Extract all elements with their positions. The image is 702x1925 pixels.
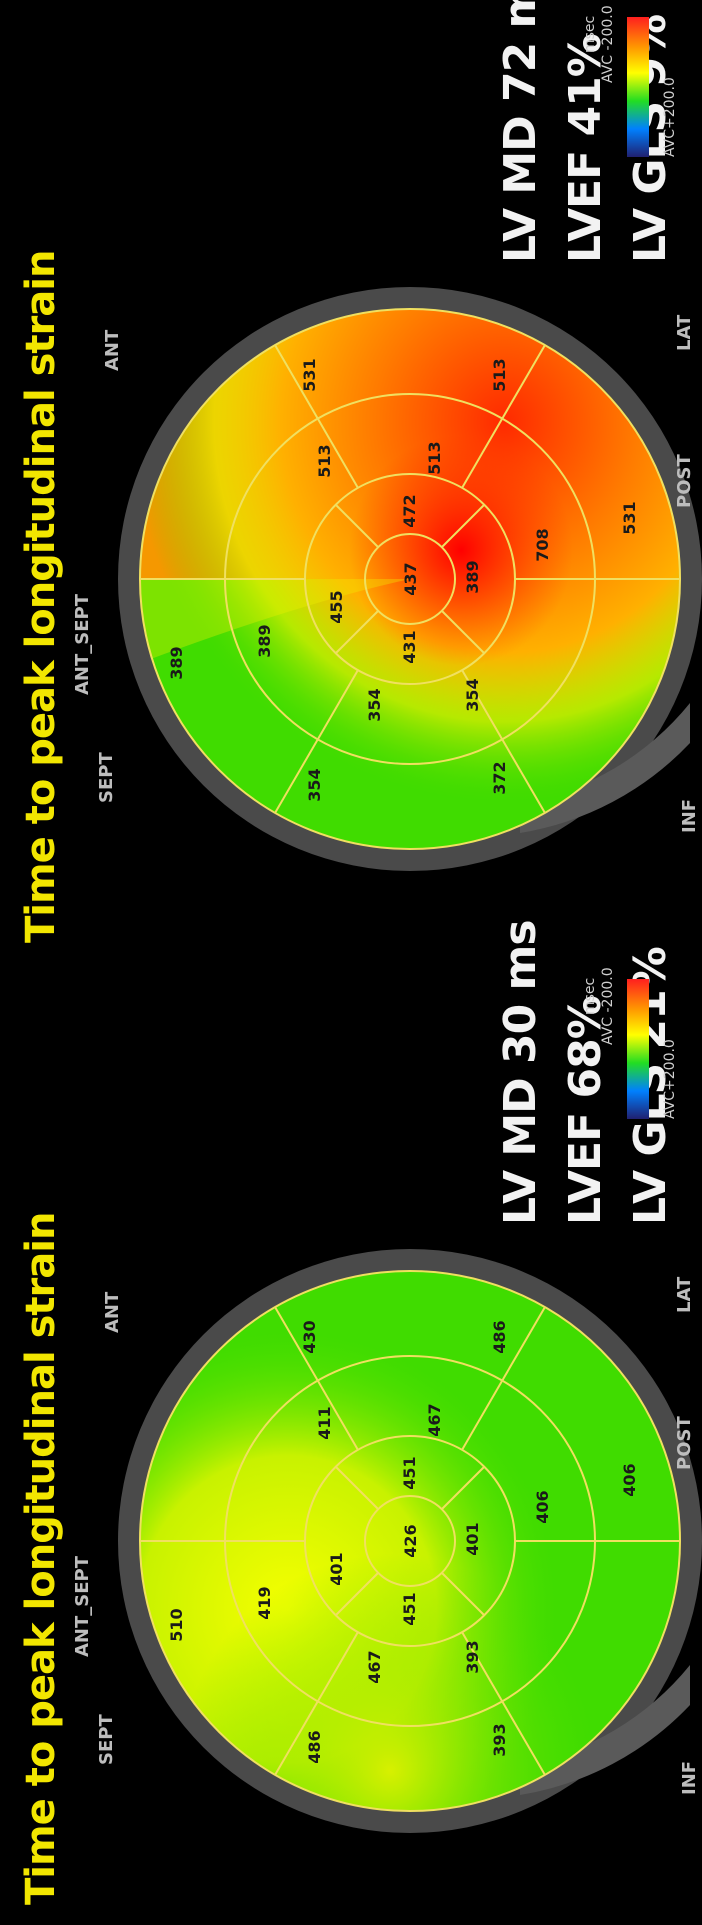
segment-dividers bbox=[140, 344, 680, 814]
segment-value: 531 bbox=[620, 501, 639, 534]
segment-value-apex: 426 bbox=[401, 1524, 420, 1557]
segment-value: 393 bbox=[463, 1640, 482, 1673]
colorbar bbox=[627, 979, 649, 1119]
colorbar-bottom-label: AVC -200.0 bbox=[600, 967, 616, 1045]
segment-value: 451 bbox=[400, 1592, 419, 1625]
wall-label-post: POST bbox=[674, 454, 695, 508]
segment-dividers bbox=[140, 1306, 680, 1776]
wall-label-ant: ANT bbox=[102, 329, 123, 371]
bullseye-plot: SEPT ANT_SEPT ANT INF POST LAT 389 354 3… bbox=[72, 287, 702, 871]
segment-value: 401 bbox=[463, 1522, 482, 1555]
metric-md: LV MD 30 ms bbox=[495, 920, 546, 1225]
segment-value: 531 bbox=[300, 358, 319, 391]
wall-label-post: POST bbox=[674, 1416, 695, 1470]
bullseye-panel-left: Time to peak longitudinal strain bbox=[0, 920, 702, 1925]
wall-label-lat: LAT bbox=[674, 1276, 695, 1313]
segment-value-apex: 437 bbox=[401, 562, 420, 595]
segment-value: 406 bbox=[533, 1490, 552, 1523]
bullseye-panel-right: Time to peak longitudinal strain bbox=[0, 0, 702, 963]
wall-label-ant-sept: ANT_SEPT bbox=[72, 593, 93, 695]
segment-value: 455 bbox=[327, 590, 346, 623]
segment-value: 467 bbox=[425, 1403, 444, 1436]
colorbar-bottom-label: AVC -200.0 bbox=[600, 5, 616, 83]
segment-value: 419 bbox=[255, 1586, 274, 1619]
segment-value: 513 bbox=[490, 358, 509, 391]
wall-label-ant: ANT bbox=[102, 1291, 123, 1333]
wall-label-lat: LAT bbox=[674, 314, 695, 351]
segment-value: 451 bbox=[400, 1456, 419, 1489]
segment-value: 354 bbox=[305, 768, 324, 801]
segment-value: 486 bbox=[490, 1320, 509, 1353]
segment-value: 389 bbox=[167, 646, 186, 679]
segment-value: 513 bbox=[315, 444, 334, 477]
colorbar-top-label: AVC+200.0 bbox=[662, 77, 678, 157]
colorbar-unit: msec bbox=[582, 977, 598, 1015]
segment-value: 411 bbox=[315, 1406, 334, 1439]
colorbar bbox=[627, 17, 649, 157]
wall-label-sept: SEPT bbox=[96, 752, 117, 803]
segment-value: 401 bbox=[327, 1552, 346, 1585]
segment-value: 513 bbox=[425, 441, 444, 474]
segment-value: 510 bbox=[167, 1608, 186, 1641]
segment-value: 708 bbox=[533, 528, 552, 561]
segment-value: 486 bbox=[305, 1730, 324, 1763]
segment-value: 354 bbox=[463, 678, 482, 711]
wall-label-sept: SEPT bbox=[96, 1714, 117, 1765]
colorbar-unit: msec bbox=[582, 15, 598, 53]
segment-value: 431 bbox=[400, 630, 419, 663]
wall-label-inf: INF bbox=[679, 1761, 700, 1795]
segment-value: 430 bbox=[300, 1320, 319, 1353]
segment-value: 389 bbox=[463, 560, 482, 593]
wall-label-ant-sept: ANT_SEPT bbox=[72, 1555, 93, 1657]
colorbar-top-label: AVC+200.0 bbox=[662, 1039, 678, 1119]
segment-value: 393 bbox=[490, 1723, 509, 1756]
segment-value: 354 bbox=[365, 688, 384, 721]
segment-value: 467 bbox=[365, 1650, 384, 1683]
segment-value: 472 bbox=[400, 494, 419, 527]
segment-value: 372 bbox=[490, 761, 509, 794]
wall-label-inf: INF bbox=[679, 799, 700, 833]
metric-md: LV MD 72 ms bbox=[495, 0, 546, 263]
segment-value: 389 bbox=[255, 624, 274, 657]
bullseye-plot: SEPT ANT_SEPT ANT INF POST LAT 510 486 3… bbox=[72, 1249, 702, 1833]
segment-value: 406 bbox=[620, 1463, 639, 1496]
